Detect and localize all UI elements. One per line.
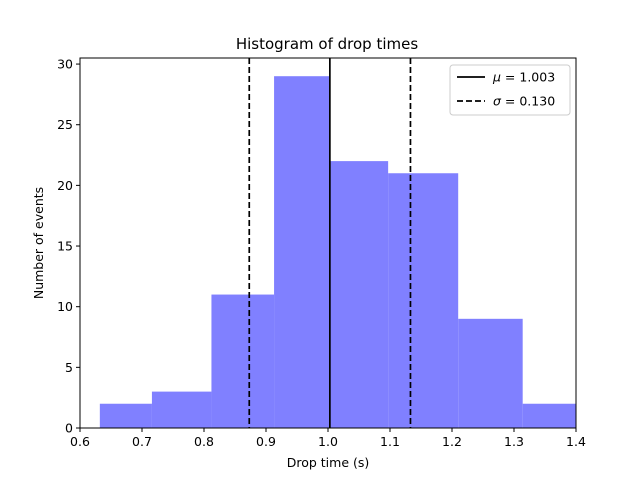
y-tick-label: 0	[65, 421, 73, 436]
reference-lines	[248, 58, 412, 428]
histogram-bar-0	[99, 403, 152, 428]
x-tick-label: 1.1	[380, 434, 400, 449]
x-tick-label: 1.3	[504, 434, 524, 449]
y-tick-label: 10	[57, 299, 73, 314]
legend: μ = 1.003 σ = 0.130	[449, 64, 571, 116]
histogram-bar-7	[522, 403, 576, 428]
y-axis-label: Number of events	[31, 187, 46, 299]
legend-label: μ = 1.003	[492, 70, 555, 85]
histogram-bar-1	[151, 391, 212, 428]
y-axis-ticks: 0 5 10 15 20 25 30	[57, 57, 80, 436]
x-tick-label: 1.4	[566, 434, 586, 449]
x-tick-label: 0.7	[132, 434, 152, 449]
histogram-bar-4	[329, 161, 389, 429]
histogram-bars	[99, 76, 576, 429]
x-axis-ticks: 0.6 0.7 0.8 0.9 1.0 1.1 1.2 1.3 1.4	[70, 428, 586, 449]
x-tick-label: 0.8	[194, 434, 214, 449]
y-tick-label: 20	[57, 178, 73, 193]
y-tick-label: 15	[57, 239, 73, 254]
x-tick-label: 0.9	[256, 434, 276, 449]
histogram-bar-5	[388, 173, 459, 428]
chart-title: Histogram of drop times	[236, 35, 419, 53]
histogram-bar-3	[274, 76, 330, 429]
x-tick-label: 1.0	[318, 434, 338, 449]
x-axis-label: Drop time (s)	[287, 455, 370, 470]
y-tick-label: 25	[57, 117, 73, 132]
legend-label: σ = 0.130	[493, 94, 555, 109]
y-tick-label: 5	[65, 360, 73, 375]
x-tick-label: 1.2	[442, 434, 462, 449]
histogram-bar-6	[458, 318, 523, 428]
y-tick-label: 30	[57, 57, 73, 72]
x-tick-label: 0.6	[70, 434, 90, 449]
histogram-bar-2	[211, 294, 275, 428]
